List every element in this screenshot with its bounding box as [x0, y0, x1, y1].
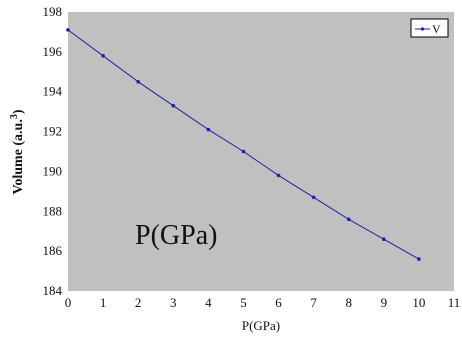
data-point [101, 54, 105, 58]
plot-area [68, 12, 454, 291]
y-axis-title: Volume (a.u.3) [9, 109, 26, 194]
y-tick-label: 188 [43, 203, 63, 218]
x-tick-label: 11 [448, 295, 461, 310]
x-tick-label: 3 [170, 295, 177, 310]
legend-swatch-marker [420, 27, 425, 31]
x-tick-label: 0 [65, 295, 72, 310]
data-point [276, 173, 281, 178]
data-point [171, 103, 176, 108]
y-axis-ticks: 184 186 188 190 192 194 196 198 [43, 4, 63, 298]
legend: V [410, 18, 449, 38]
legend-box [410, 18, 449, 38]
y-tick-label: 184 [43, 283, 63, 298]
x-tick-label: 8 [345, 295, 352, 310]
x-tick-label: 4 [205, 295, 212, 310]
x-tick-label: 9 [381, 295, 388, 310]
y-tick-label: 198 [43, 4, 63, 19]
y-tick-label: 194 [43, 84, 63, 99]
x-axis-title: P(GPa) [242, 318, 280, 333]
y-tick-label: 190 [43, 163, 63, 178]
data-point [136, 80, 140, 84]
y-tick-label: 192 [43, 124, 63, 139]
plot-annotation: P(GPa) [135, 220, 217, 251]
x-tick-label: 6 [275, 295, 282, 310]
series-markers [66, 28, 421, 261]
x-tick-label: 7 [310, 295, 317, 310]
data-point [382, 237, 386, 241]
data-point [311, 195, 316, 200]
y-tick-label: 196 [43, 44, 63, 59]
data-point [241, 149, 246, 154]
x-tick-label: 10 [412, 295, 425, 310]
x-tick-label: 1 [100, 295, 107, 310]
x-axis-ticks: 0 1 2 3 4 5 6 7 8 9 10 11 [65, 295, 461, 310]
data-point [346, 217, 351, 222]
x-tick-label: 2 [135, 295, 142, 310]
x-tick-label: 5 [240, 295, 247, 310]
data-point [206, 127, 211, 132]
data-point [417, 257, 421, 261]
data-point [66, 28, 70, 32]
y-tick-label: 186 [43, 243, 63, 258]
legend-label: V [432, 22, 441, 36]
